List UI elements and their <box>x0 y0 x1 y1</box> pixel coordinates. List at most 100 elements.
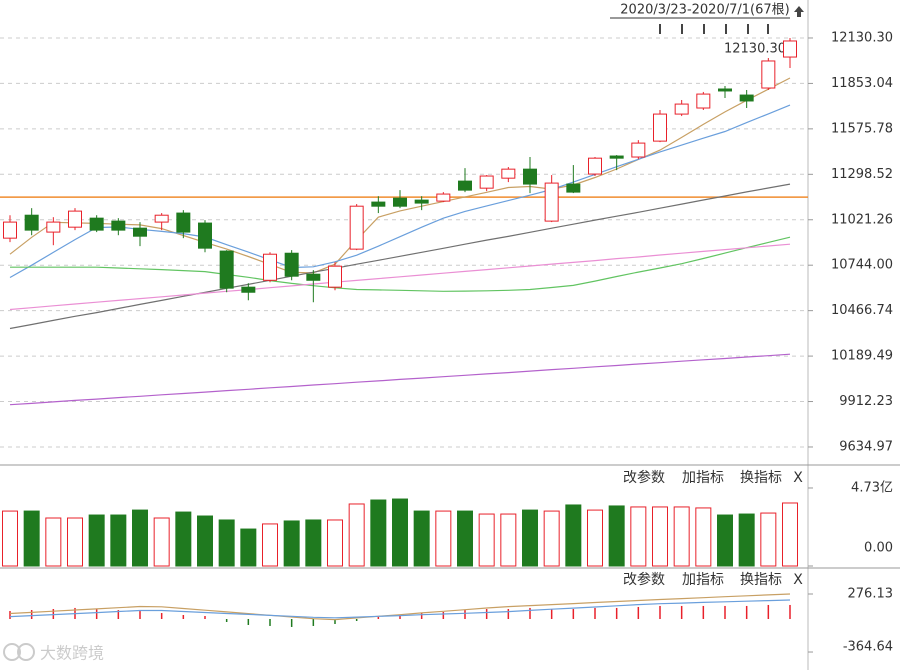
volume-bar <box>543 510 560 567</box>
y-tick-label: 0.00 <box>864 541 893 556</box>
candle-body <box>111 220 126 231</box>
volume-bar <box>283 520 300 567</box>
volume-bar <box>413 510 430 567</box>
candle-body <box>436 193 451 202</box>
candle-body <box>241 286 256 293</box>
volume-bar <box>23 510 40 567</box>
volume-bar <box>305 519 322 567</box>
pin-icon[interactable] <box>794 6 804 17</box>
candle-body <box>3 221 17 239</box>
volume-bar <box>673 506 690 567</box>
volume-bar <box>218 519 235 567</box>
indicator-line <box>9 599 791 619</box>
candle-body <box>393 197 407 207</box>
candle-body <box>544 182 559 222</box>
y-tick-label: 11853.04 <box>831 76 893 91</box>
candle-body <box>328 265 342 288</box>
candle-body <box>631 142 646 158</box>
price-annotation: 12130.30 <box>724 42 786 57</box>
volume-bar <box>608 505 625 567</box>
candle-body <box>414 199 429 204</box>
indicator-line <box>9 593 791 621</box>
y-tick-label: 9634.97 <box>839 439 893 454</box>
y-tick-label: 10466.74 <box>831 303 893 318</box>
candle-body <box>154 214 169 223</box>
markers <box>659 24 769 34</box>
panel-button[interactable]: 改参数 <box>623 469 665 486</box>
volume-bar <box>630 506 647 567</box>
volume-bar <box>522 509 538 567</box>
panel-button[interactable]: 换指标 <box>740 571 782 588</box>
volume-bar <box>738 513 755 567</box>
volume-bar <box>370 499 387 567</box>
candle-body <box>133 227 147 237</box>
candle-body <box>89 217 104 231</box>
volume-bar <box>652 506 668 567</box>
indicator-line <box>10 236 791 292</box>
candle-body <box>284 252 299 277</box>
candle-body <box>566 183 581 193</box>
candle-body <box>501 168 516 179</box>
volume-bar <box>153 517 170 567</box>
candle-body <box>674 103 689 115</box>
volume-bar <box>457 510 473 567</box>
volume-bar <box>175 511 192 567</box>
volume-bar <box>348 503 365 567</box>
volume-bar <box>240 528 257 567</box>
panel-button[interactable]: 改参数 <box>623 571 665 588</box>
volume-bar <box>717 514 733 567</box>
candle-body <box>306 273 321 281</box>
panel-button[interactable]: 换指标 <box>740 469 782 486</box>
volume-bar <box>110 514 127 567</box>
y-tick-label: 276.13 <box>848 586 894 601</box>
candle-body <box>198 222 212 249</box>
y-tick-label: 10744.00 <box>831 258 893 273</box>
y-tick-label: 4.73亿 <box>851 480 893 495</box>
candle-body <box>479 175 494 189</box>
indicator-line <box>9 243 791 311</box>
candle-body <box>349 205 364 250</box>
candle-body <box>783 40 797 58</box>
volume-bar <box>782 502 798 567</box>
watermark-text: 大数跨境 <box>40 644 104 663</box>
candle-body <box>24 214 39 231</box>
volume-bar <box>392 498 408 567</box>
candle-body <box>739 94 754 102</box>
candle-body <box>458 180 472 191</box>
volume-bar <box>262 523 278 567</box>
candle-body <box>609 155 624 159</box>
candle-body <box>718 88 732 92</box>
candle-body <box>263 253 277 281</box>
candle-body <box>653 113 667 142</box>
y-tick-label: 12130.30 <box>831 30 893 45</box>
indicator-line <box>9 353 791 406</box>
watermark: 大数跨境 <box>3 643 104 663</box>
y-tick-label: 11298.52 <box>831 167 893 182</box>
candle-body <box>46 221 61 233</box>
panel-button[interactable]: 加指标 <box>682 572 724 588</box>
candle-body <box>68 210 82 228</box>
panel-button[interactable]: X <box>793 572 803 588</box>
panel-button[interactable]: X <box>793 470 803 486</box>
candle-body <box>176 212 191 233</box>
panel-button[interactable]: 加指标 <box>682 470 724 486</box>
range-title[interactable]: 2020/3/23-2020/7/1(67根) <box>620 3 789 18</box>
volume-bar <box>435 510 452 567</box>
volume-bar <box>695 507 712 567</box>
volume-bar <box>327 519 343 567</box>
candle-body <box>523 168 537 185</box>
volume-bar <box>132 509 148 567</box>
candle-body <box>696 93 711 109</box>
volume-bar <box>45 517 62 567</box>
volume-bar <box>500 513 517 567</box>
volume-bar <box>88 514 105 567</box>
volume-bar <box>565 504 582 567</box>
volume-bar <box>2 510 18 567</box>
candle-body <box>761 60 776 89</box>
candle-body <box>371 201 386 207</box>
candle-body <box>588 157 602 175</box>
y-tick-label: 9912.23 <box>839 394 893 409</box>
y-tick-label: 11021.26 <box>831 212 893 227</box>
